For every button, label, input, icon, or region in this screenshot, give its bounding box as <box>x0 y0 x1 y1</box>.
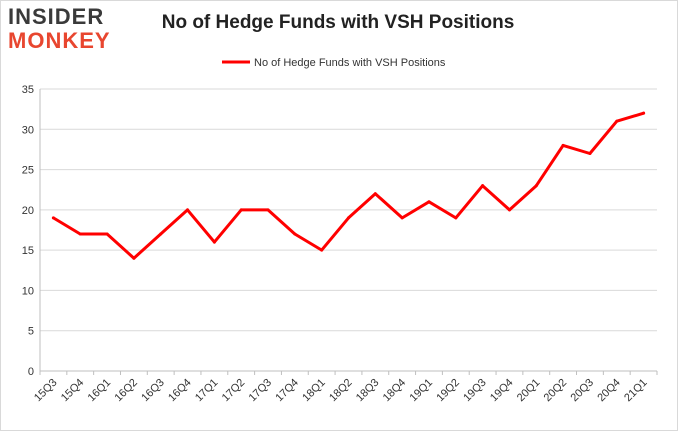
x-tick-label: 19Q4 <box>488 377 516 405</box>
x-tick-label: 15Q3 <box>32 377 60 405</box>
data-point <box>507 208 511 212</box>
data-point <box>320 248 324 252</box>
data-point <box>159 232 163 236</box>
x-tick-label: 15Q4 <box>59 377 87 405</box>
logo-line-1: INSIDER <box>8 4 105 29</box>
x-tick-label: 17Q4 <box>273 377 301 405</box>
x-tick-label: 17Q3 <box>247 377 275 405</box>
x-tick-label: 16Q3 <box>139 377 167 405</box>
y-tick-label: 35 <box>22 84 34 96</box>
logo-line-2: MONKEY <box>8 28 111 53</box>
x-tick-label: 16Q4 <box>166 377 194 405</box>
x-tick-label: 19Q1 <box>408 377 436 405</box>
x-tick-label: 17Q2 <box>220 377 248 405</box>
data-point <box>78 232 82 236</box>
data-point <box>427 200 431 204</box>
data-point <box>212 240 216 244</box>
y-tick-label: 5 <box>28 326 34 338</box>
data-point <box>400 216 404 220</box>
data-point <box>239 208 243 212</box>
data-point <box>373 192 377 196</box>
y-tick-label: 30 <box>22 124 34 136</box>
data-point <box>481 184 485 188</box>
x-tick-label: 20Q1 <box>515 377 543 405</box>
y-tick-label: 10 <box>22 285 34 297</box>
data-point <box>293 232 297 236</box>
y-tick-label: 20 <box>22 205 34 217</box>
legend-label: No of Hedge Funds with VSH Positions <box>254 57 446 69</box>
data-point <box>105 232 109 236</box>
data-point <box>132 256 136 260</box>
series-line <box>51 111 646 260</box>
x-tick-label: 20Q3 <box>569 377 597 405</box>
data-point <box>642 111 646 115</box>
x-tick-label: 20Q4 <box>595 377 623 405</box>
data-point <box>266 208 270 212</box>
x-tick-label: 18Q3 <box>354 377 382 405</box>
insider-monkey-logo: INSIDER MONKEY <box>8 6 128 52</box>
x-tick-label: 17Q1 <box>193 377 221 405</box>
y-tick-label: 15 <box>22 245 34 257</box>
x-tick-label: 18Q4 <box>381 377 409 405</box>
x-tick-label: 20Q2 <box>542 377 570 405</box>
data-point <box>454 216 458 220</box>
x-tick-label: 19Q3 <box>461 377 489 405</box>
data-point <box>588 151 592 155</box>
x-tick-label: 21Q1 <box>622 377 650 405</box>
chart-title: No of Hedge Funds with VSH Positions <box>161 12 515 33</box>
data-point <box>186 208 190 212</box>
data-point <box>347 216 350 220</box>
data-point <box>51 216 55 220</box>
x-tick-label: 16Q1 <box>86 377 114 405</box>
x-tick-label: 16Q2 <box>112 377 140 405</box>
x-tick-label: 18Q1 <box>300 377 328 405</box>
x-tick-label: 19Q2 <box>434 377 462 405</box>
data-point <box>534 184 538 188</box>
data-point <box>615 119 619 123</box>
y-tick-label: 25 <box>22 165 34 177</box>
data-point <box>561 143 565 147</box>
y-tick-label: 0 <box>28 366 34 378</box>
x-tick-label: 18Q2 <box>327 377 355 405</box>
